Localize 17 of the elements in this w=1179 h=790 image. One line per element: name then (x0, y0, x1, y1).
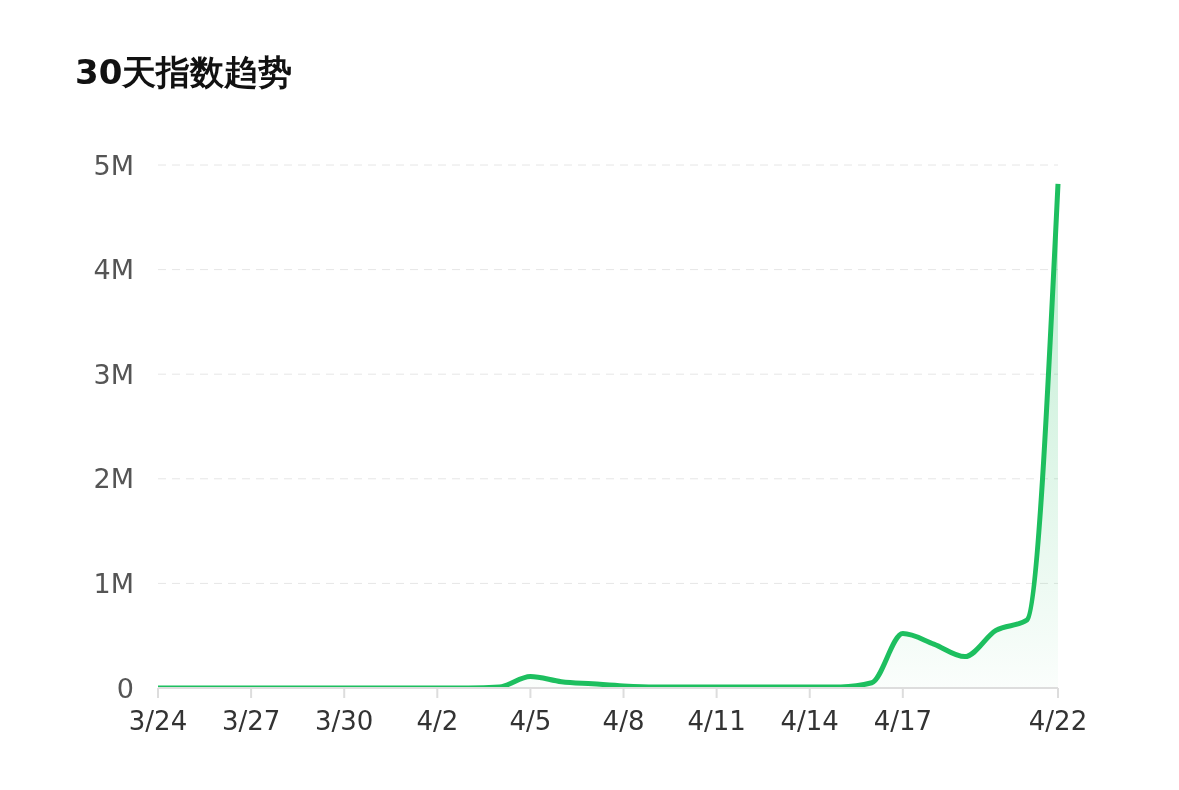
x-tick-label: 4/14 (780, 706, 839, 737)
y-tick-label: 5M (93, 149, 134, 181)
y-tick-label: 4M (93, 254, 134, 286)
y-tick-label: 0 (116, 672, 134, 704)
x-tick-label: 4/5 (509, 706, 552, 737)
y-tick-label: 2M (93, 463, 134, 495)
y-tick-label: 1M (93, 567, 134, 599)
x-tick-label: 4/2 (416, 706, 459, 737)
x-tick-label: 4/11 (687, 706, 746, 737)
x-tick-label: 4/17 (873, 706, 933, 737)
y-tick-label: 3M (93, 358, 134, 390)
x-tick-label: 3/24 (128, 706, 188, 737)
chart-title: 30天指数趋势 (75, 51, 293, 94)
x-tick-label: 4/22 (1028, 706, 1088, 737)
x-tick-label: 3/27 (221, 706, 281, 737)
x-tick-label: 4/8 (602, 706, 645, 737)
x-tick-label: 3/30 (315, 706, 374, 737)
